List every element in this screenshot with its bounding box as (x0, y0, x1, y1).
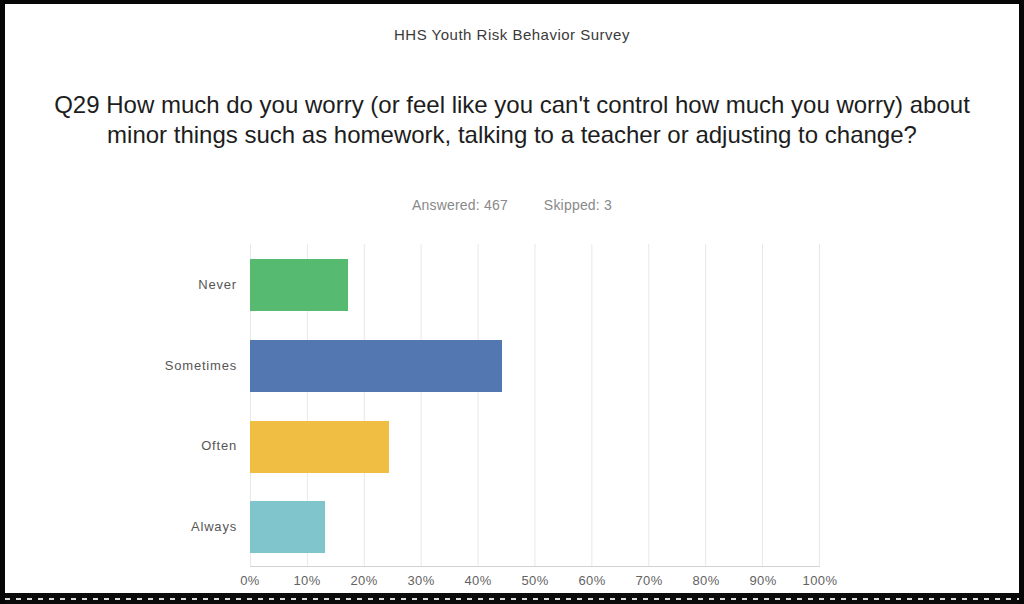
bar-sometimes (250, 340, 502, 392)
x-tick-label: 20% (350, 573, 377, 588)
category-label-always: Always (191, 486, 237, 567)
x-tick-label: 30% (407, 573, 434, 588)
bar-chart-plot-area: Never Sometimes Often Always (250, 244, 820, 567)
x-tick-label: 90% (749, 573, 776, 588)
x-tick-label: 0% (240, 573, 260, 588)
question-title: Q29 How much do you worry (or feel like … (40, 90, 984, 150)
bar-never (250, 259, 348, 311)
x-tick-label: 70% (635, 573, 662, 588)
cropped-content-edge (5, 593, 1019, 604)
chart-row-sometimes: Sometimes (250, 325, 819, 406)
category-label-never: Never (198, 244, 237, 325)
survey-results-page: HHS Youth Risk Behavior Survey Q29 How m… (0, 0, 1024, 604)
chart-row-never: Never (250, 244, 819, 325)
survey-title: HHS Youth Risk Behavior Survey (5, 26, 1019, 43)
answered-count: Answered: 467 (412, 197, 508, 213)
category-label-often: Often (201, 406, 237, 487)
x-tick-label: 80% (692, 573, 719, 588)
skipped-count: Skipped: 3 (544, 197, 612, 213)
x-axis: 0%10%20%30%40%50%60%70%80%90%100% (250, 573, 820, 591)
x-tick-label: 100% (803, 573, 838, 588)
chart-row-always: Always (250, 486, 819, 567)
x-tick-label: 10% (293, 573, 320, 588)
bar-always (250, 501, 325, 553)
x-tick-label: 40% (464, 573, 491, 588)
response-stats: Answered: 467 Skipped: 3 (5, 197, 1019, 213)
x-tick-label: 50% (521, 573, 548, 588)
chart-row-often: Often (250, 406, 819, 487)
x-tick-label: 60% (578, 573, 605, 588)
bar-often (250, 421, 389, 473)
category-label-sometimes: Sometimes (165, 325, 237, 406)
